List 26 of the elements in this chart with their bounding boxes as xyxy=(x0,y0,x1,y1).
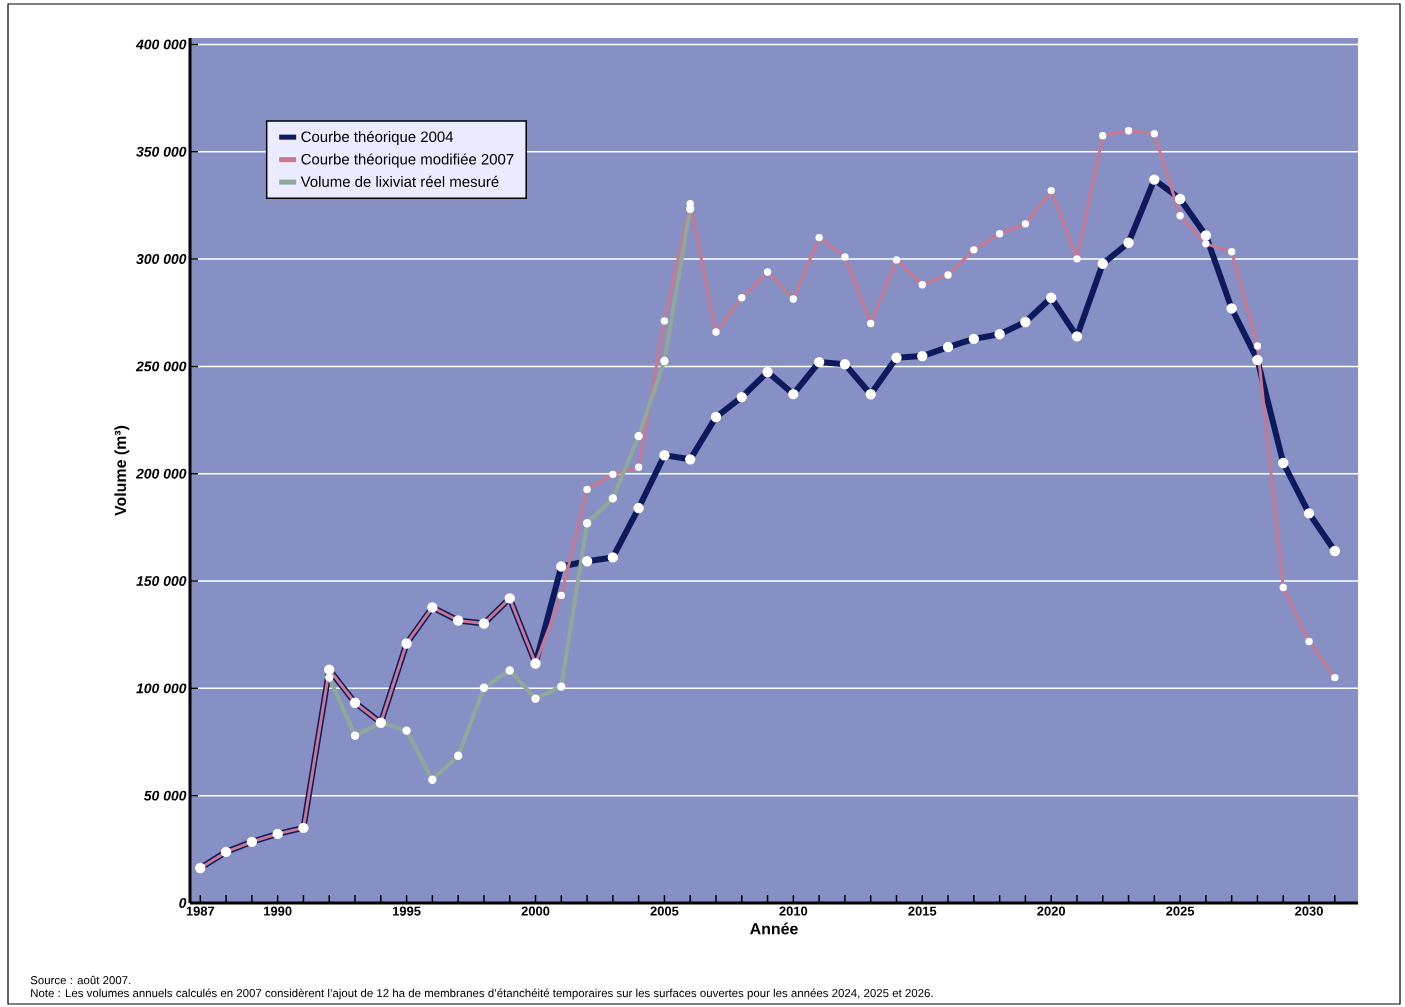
x-tick-label: 2030 xyxy=(1295,906,1323,916)
x-axis-title: Année xyxy=(750,922,798,935)
x-tick-label: 1990 xyxy=(264,906,292,916)
x-tick-label: 2005 xyxy=(650,906,679,916)
x-tick-label: 1987 xyxy=(186,906,215,916)
legend-label: Courbe théorique 2004 xyxy=(301,130,454,145)
text: Note : Les volumes annuels calculés en 2007 considèrent l’ajout de 12 ha de membranes d’étanchéité temporaires sur les surfaces ouvertes pour les années 2024, 2025 et 2026. xyxy=(31,988,933,1000)
y-tick-label: 200 000 xyxy=(135,468,187,479)
y-tick-label: 100 000 xyxy=(136,683,187,694)
y-tick-label: 300 000 xyxy=(136,254,187,265)
y-tick-label: 50 000 xyxy=(143,790,187,801)
source-note: Source : août 2007. xyxy=(30,975,131,985)
x-tick-label: 2000 xyxy=(521,906,550,916)
y-axis-title: Volume (m³) xyxy=(114,425,130,516)
x-tick-label: 2025 xyxy=(1166,906,1195,916)
y-tick-label: 400 000 xyxy=(135,39,187,50)
x-tick-label: 2020 xyxy=(1037,906,1066,916)
legend-label: Courbe théorique modifiée 2007 xyxy=(301,153,514,168)
y-tick-label: 0 xyxy=(179,898,187,908)
x-tick-label: 1995 xyxy=(393,906,421,916)
x-tick-label: 2015 xyxy=(908,906,937,916)
legend-label: Volume de lixiviat réel mesuré xyxy=(300,175,499,188)
y-tick-label: 250 000 xyxy=(135,361,187,372)
y-tick-label: 350 000 xyxy=(136,146,187,157)
x-tick-label: 2010 xyxy=(779,906,808,916)
y-tick-label: 150 000 xyxy=(136,576,187,586)
